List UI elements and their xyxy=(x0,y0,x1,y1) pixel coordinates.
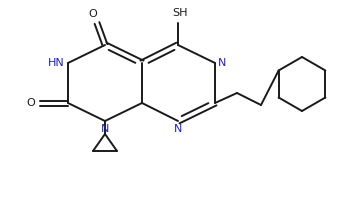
Text: N: N xyxy=(218,58,226,68)
Text: N: N xyxy=(174,124,182,134)
Text: O: O xyxy=(26,98,35,108)
Text: SH: SH xyxy=(172,8,188,18)
Text: N: N xyxy=(101,124,109,134)
Text: HN: HN xyxy=(48,58,65,68)
Text: O: O xyxy=(89,9,97,19)
